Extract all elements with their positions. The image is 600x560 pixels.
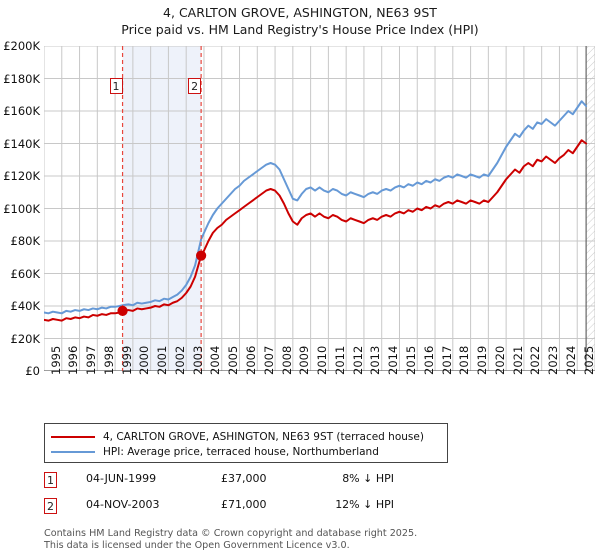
page-title: 4, CARLTON GROVE, ASHINGTON, NE63 9ST xyxy=(163,5,437,20)
x-axis-tick-label: 2010 xyxy=(315,345,330,375)
x-axis-tick-label: 2017 xyxy=(439,345,454,375)
transaction-number-badge: 1 xyxy=(44,472,57,488)
x-axis-tick-label: 2020 xyxy=(492,345,507,375)
table-row: 1 04-JUN-1999 £37,000 8% ↓ HPI xyxy=(44,471,464,497)
x-axis-tick-label: 2011 xyxy=(332,345,347,375)
x-axis-tick-label: 2005 xyxy=(226,345,241,375)
y-axis-tick-label: £160K xyxy=(3,104,40,118)
x-axis-tick-label: 1999 xyxy=(119,345,134,375)
table-row: 2 04-NOV-2003 £71,000 12% ↓ HPI xyxy=(44,497,464,523)
x-axis-tick-label: 2006 xyxy=(244,345,259,375)
y-axis-tick-label: £80K xyxy=(10,234,41,248)
x-axis-tick-label: 2001 xyxy=(155,345,170,375)
y-axis-tick-label: £20K xyxy=(10,331,41,346)
y-axis-tick-label: £60K xyxy=(10,266,41,281)
x-axis-tick-label: 1998 xyxy=(101,345,116,375)
x-axis-tick-label: 2012 xyxy=(350,345,365,375)
x-axis-tick-label: 2024 xyxy=(563,345,578,375)
y-axis-tick-label: £40K xyxy=(10,299,41,313)
x-axis-tick-label: 1997 xyxy=(84,345,99,375)
y-axis-tick-label: £0 xyxy=(25,364,40,378)
x-axis-tick-label: 2018 xyxy=(457,345,472,375)
x-axis-tick-label: 2003 xyxy=(190,345,205,375)
y-axis-tick-label: £200K xyxy=(3,39,40,53)
x-axis-tick-label: 1995 xyxy=(48,345,63,375)
footer-line-copyright: Contains HM Land Registry data © Crown c… xyxy=(44,528,418,539)
x-axis-tick-label: 2008 xyxy=(279,345,294,375)
x-axis-tick-label: 2025 xyxy=(581,345,596,375)
x-axis-tick-label: 2019 xyxy=(475,345,490,375)
y-axis-tick-label: £100K xyxy=(3,201,40,216)
transaction-hpi-delta: 8% ↓ HPI xyxy=(342,472,394,485)
y-axis-tick-label: £140K xyxy=(3,136,40,151)
chart-legend: 4, CARLTON GROVE, ASHINGTON, NE63 9ST (t… xyxy=(44,423,448,463)
x-axis-tick-label: 2002 xyxy=(172,345,187,375)
x-axis-tick-label: 2022 xyxy=(528,345,543,375)
legend-label-property: 4, CARLTON GROVE, ASHINGTON, NE63 9ST (t… xyxy=(103,430,424,443)
x-axis-tick-label: 2015 xyxy=(403,345,418,375)
y-axis-tick-label: £180K xyxy=(3,71,40,86)
x-axis-tick-label: 2004 xyxy=(208,345,223,375)
transaction-date: 04-JUN-1999 xyxy=(86,472,157,485)
chart-marker-badge: 2 xyxy=(188,78,202,94)
transaction-number-badge: 2 xyxy=(44,498,57,514)
x-axis-tick-label: 2021 xyxy=(510,345,525,375)
transaction-hpi-delta: 12% ↓ HPI xyxy=(335,498,394,511)
x-axis-tick-label: 1996 xyxy=(66,345,81,375)
transaction-price: £37,000 xyxy=(221,472,267,485)
legend-item-hpi: HPI: Average price, terraced house, Nort… xyxy=(51,444,441,459)
x-axis-tick-label: 2023 xyxy=(546,345,561,375)
y-axis-labels: £0 £20K £40K £60K £80K £100K £120K £140K £160K £1… xyxy=(0,0,40,560)
page-subtitle: Price paid vs. HM Land Registry's House … xyxy=(121,22,479,37)
x-axis-tick-label: 2013 xyxy=(368,345,383,375)
transaction-date: 04-NOV-2003 xyxy=(86,498,160,511)
chart-plot-area xyxy=(44,46,595,371)
chart-marker-badge: 1 xyxy=(109,78,123,94)
x-axis-tick-label: 2000 xyxy=(137,345,152,375)
y-axis-tick-label: £120K xyxy=(3,169,40,183)
x-axis-tick-label: 2014 xyxy=(386,345,401,375)
chart-svg xyxy=(44,46,595,371)
legend-label-hpi: HPI: Average price, terraced house, Nort… xyxy=(103,445,379,458)
x-axis-tick-label: 2007 xyxy=(261,345,276,375)
x-axis-tick-label: 2009 xyxy=(297,345,312,375)
title-block: 4, CARLTON GROVE, ASHINGTON, NE63 9ST Pr… xyxy=(0,0,600,38)
legend-item-property: 4, CARLTON GROVE, ASHINGTON, NE63 9ST (t… xyxy=(51,429,441,444)
transaction-price: £71,000 xyxy=(221,498,267,511)
footer-attribution: Contains HM Land Registry data © Crown c… xyxy=(44,528,584,551)
footer-line-licence: This data is licensed under the Open Gov… xyxy=(44,539,350,551)
x-axis-tick-label: 2016 xyxy=(421,345,436,375)
transactions-table: 1 04-JUN-1999 £37,000 8% ↓ HPI 2 04-NOV-… xyxy=(44,471,464,523)
legend-swatch-hpi xyxy=(51,450,95,453)
legend-swatch-property xyxy=(51,435,95,438)
